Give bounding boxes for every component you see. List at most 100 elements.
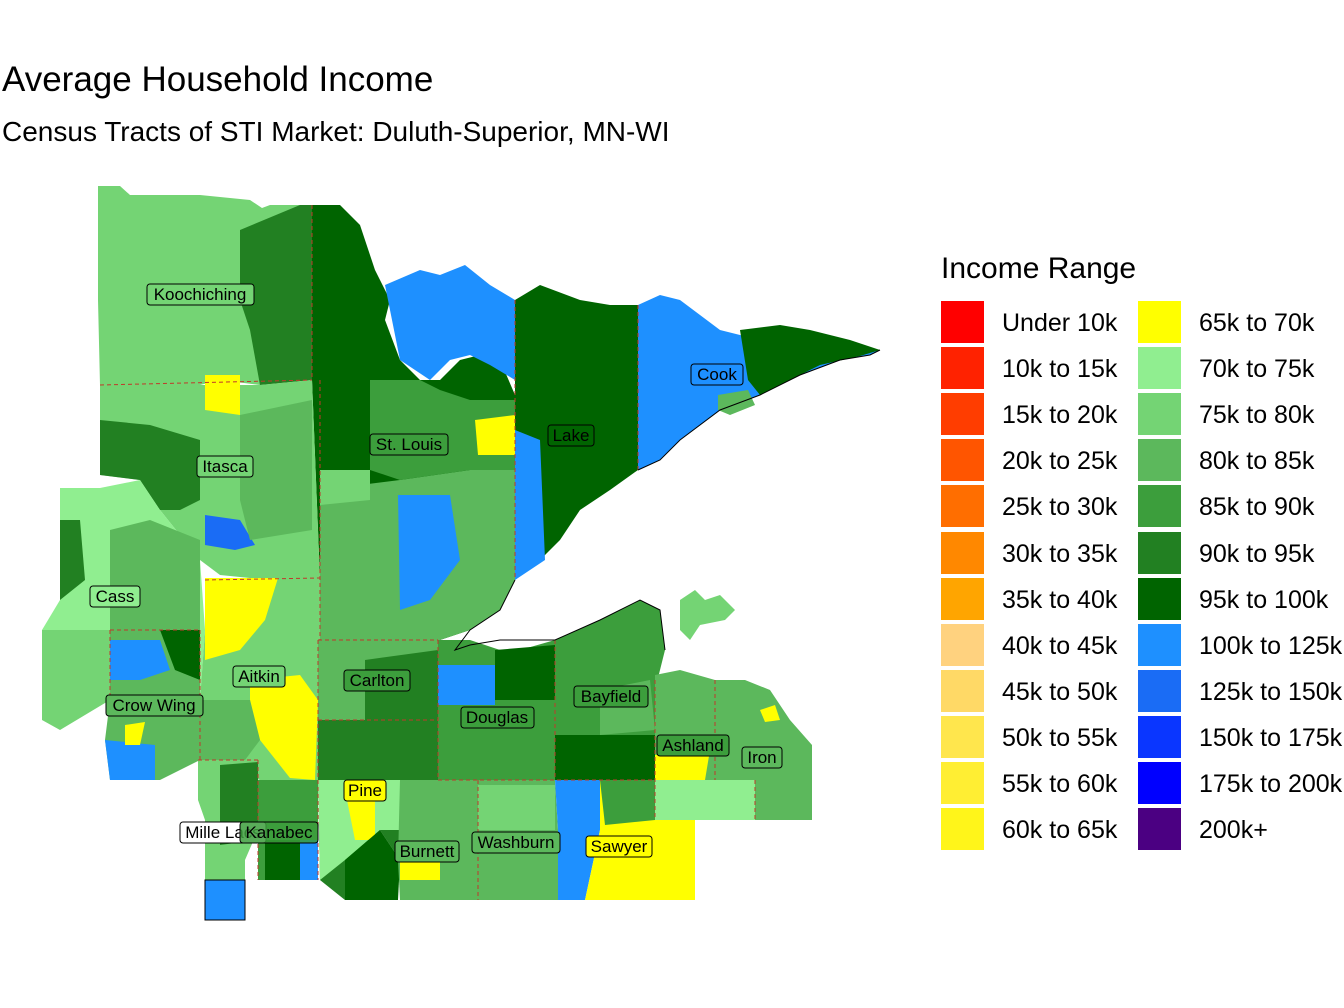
legend-swatch	[1138, 347, 1181, 390]
svg-text:Aitkin: Aitkin	[238, 667, 280, 686]
tract-kanabec-blue	[300, 840, 318, 880]
legend-label: 90k to 95k	[1199, 539, 1315, 568]
legend-item: 45k to 50k	[941, 669, 1151, 715]
legend-swatch	[1138, 623, 1181, 666]
tract-aitkin-yellow2	[250, 675, 318, 780]
legend-swatch	[1138, 393, 1181, 436]
tract-itasca-yellow	[205, 375, 240, 415]
svg-text:Koochiching: Koochiching	[154, 285, 247, 304]
legend-label: 50k to 55k	[1002, 723, 1118, 752]
legend-label: 95k to 100k	[1199, 585, 1329, 614]
legend-label: 80k to 85k	[1199, 447, 1315, 476]
legend-label: 65k to 70k	[1199, 309, 1315, 337]
legend-label: 200k+	[1199, 816, 1268, 845]
county-label-carlton: Carlton	[343, 669, 411, 692]
county-label-kanabec: Kanabec	[239, 821, 319, 844]
svg-text:Pine: Pine	[348, 781, 382, 800]
tract-cass-dark	[60, 520, 85, 600]
tract-cook-east	[740, 325, 880, 395]
tract-stlouis-yellow	[475, 415, 515, 455]
county-label-burnett: Burnett	[394, 840, 460, 863]
tract-bayfield-dark	[555, 735, 655, 780]
legend-label: 85k to 90k	[1199, 493, 1315, 522]
county-label-bayfield: Bayfield	[573, 685, 649, 708]
tract-koochiching-east	[240, 205, 312, 385]
tract-lake-blue	[515, 430, 545, 580]
legend-swatch	[1138, 301, 1181, 343]
legend-item: 30k to 35k	[941, 531, 1151, 577]
legend-item: 20k to 25k	[941, 438, 1151, 484]
tract-iron-yellow	[760, 705, 780, 722]
legend-swatch	[941, 715, 984, 758]
legend-swatch	[1138, 485, 1181, 528]
county-label-washburn: Washburn	[471, 831, 561, 854]
county-label-crowwing: Crow Wing	[105, 694, 204, 717]
legend-label: 125k to 150k	[1199, 677, 1343, 706]
legend-swatch	[1138, 669, 1181, 712]
tract-millelacs-blue	[205, 880, 245, 920]
tract-cass-west	[42, 630, 110, 730]
legend-item: 10k to 15k	[941, 346, 1151, 392]
tract-iron-lt	[655, 780, 755, 820]
legend-label: 15k to 20k	[1002, 401, 1118, 430]
tract-pine-yellow	[345, 790, 375, 840]
legend-item: 100k to 125k	[1138, 623, 1344, 669]
legend-item: 55k to 60k	[941, 761, 1151, 807]
county-label-pine: Pine	[343, 779, 387, 802]
svg-text:Douglas: Douglas	[466, 708, 528, 727]
legend-item: 95k to 100k	[1138, 577, 1344, 623]
tract-stlouis-blue	[385, 265, 515, 380]
tract-aitkin-yellow	[205, 578, 278, 660]
legend-swatch	[1138, 808, 1181, 851]
tract-itasca-mid	[240, 400, 312, 540]
county-label-itasca: Itasca	[196, 455, 254, 478]
legend-label: 35k to 40k	[1002, 585, 1118, 614]
tract-crowwing-yellow	[125, 722, 145, 745]
legend-swatch	[941, 669, 984, 712]
tract-cass-mid	[110, 520, 200, 640]
svg-text:Cass: Cass	[96, 587, 135, 606]
legend-label: 45k to 50k	[1002, 677, 1118, 706]
legend-swatch	[941, 531, 984, 574]
tract-kanabec-dark	[265, 840, 305, 880]
map-title: Average Household Income	[2, 60, 434, 99]
tract-itasca-blue	[205, 515, 255, 550]
county-label-aitkin: Aitkin	[232, 665, 286, 688]
tract-crowwing-blue2	[105, 740, 155, 780]
legend-item: 60k to 65k	[941, 807, 1151, 853]
tract-washburn-lt	[478, 785, 555, 830]
legend-swatch	[1138, 531, 1181, 574]
legend-item: 35k to 40k	[941, 577, 1151, 623]
svg-text:Kanabec: Kanabec	[245, 823, 313, 842]
legend-title: Income Range	[941, 252, 1137, 285]
choropleth-map: Koochiching Cook Lake St. Louis Itasca C…	[42, 186, 881, 921]
county-label-douglas: Douglas	[460, 706, 535, 729]
tract-cook-green	[718, 390, 755, 415]
legend-swatch	[941, 439, 984, 482]
legend-swatch	[1138, 715, 1181, 758]
county-label-koochiching: Koochiching	[146, 283, 255, 306]
legend-item: 65k to 70k	[1138, 300, 1344, 346]
map-outline	[204, 349, 881, 921]
svg-text:Lake: Lake	[553, 426, 590, 445]
legend-label: 150k to 175k	[1199, 723, 1343, 752]
svg-text:Ashland: Ashland	[662, 736, 723, 755]
legend-item: 90k to 95k	[1138, 531, 1344, 577]
legend-swatch	[1138, 439, 1181, 482]
legend-label: 60k to 65k	[1002, 816, 1118, 845]
county-label-stlouis: St. Louis	[369, 433, 449, 456]
county-label-lake: Lake	[547, 424, 595, 447]
legend-item: Under 10k	[941, 300, 1151, 346]
legend-label: 10k to 15k	[1002, 355, 1118, 384]
tract-washburn-blue	[555, 780, 600, 900]
legend-item: 70k to 75k	[1138, 346, 1344, 392]
svg-text:Itasca: Itasca	[202, 457, 248, 476]
legend-item: 85k to 90k	[1138, 484, 1344, 530]
tract-douglas-blue	[438, 665, 495, 705]
county-label-iron: Iron	[741, 746, 783, 769]
apostle-islands	[680, 590, 735, 640]
legend-label: 175k to 200k	[1199, 770, 1343, 798]
map-subtitle: Census Tracts of STI Market: Duluth-Supe…	[2, 116, 670, 147]
tract-stlouis-lt	[320, 470, 370, 505]
legend-item: 200k+	[1138, 807, 1344, 853]
